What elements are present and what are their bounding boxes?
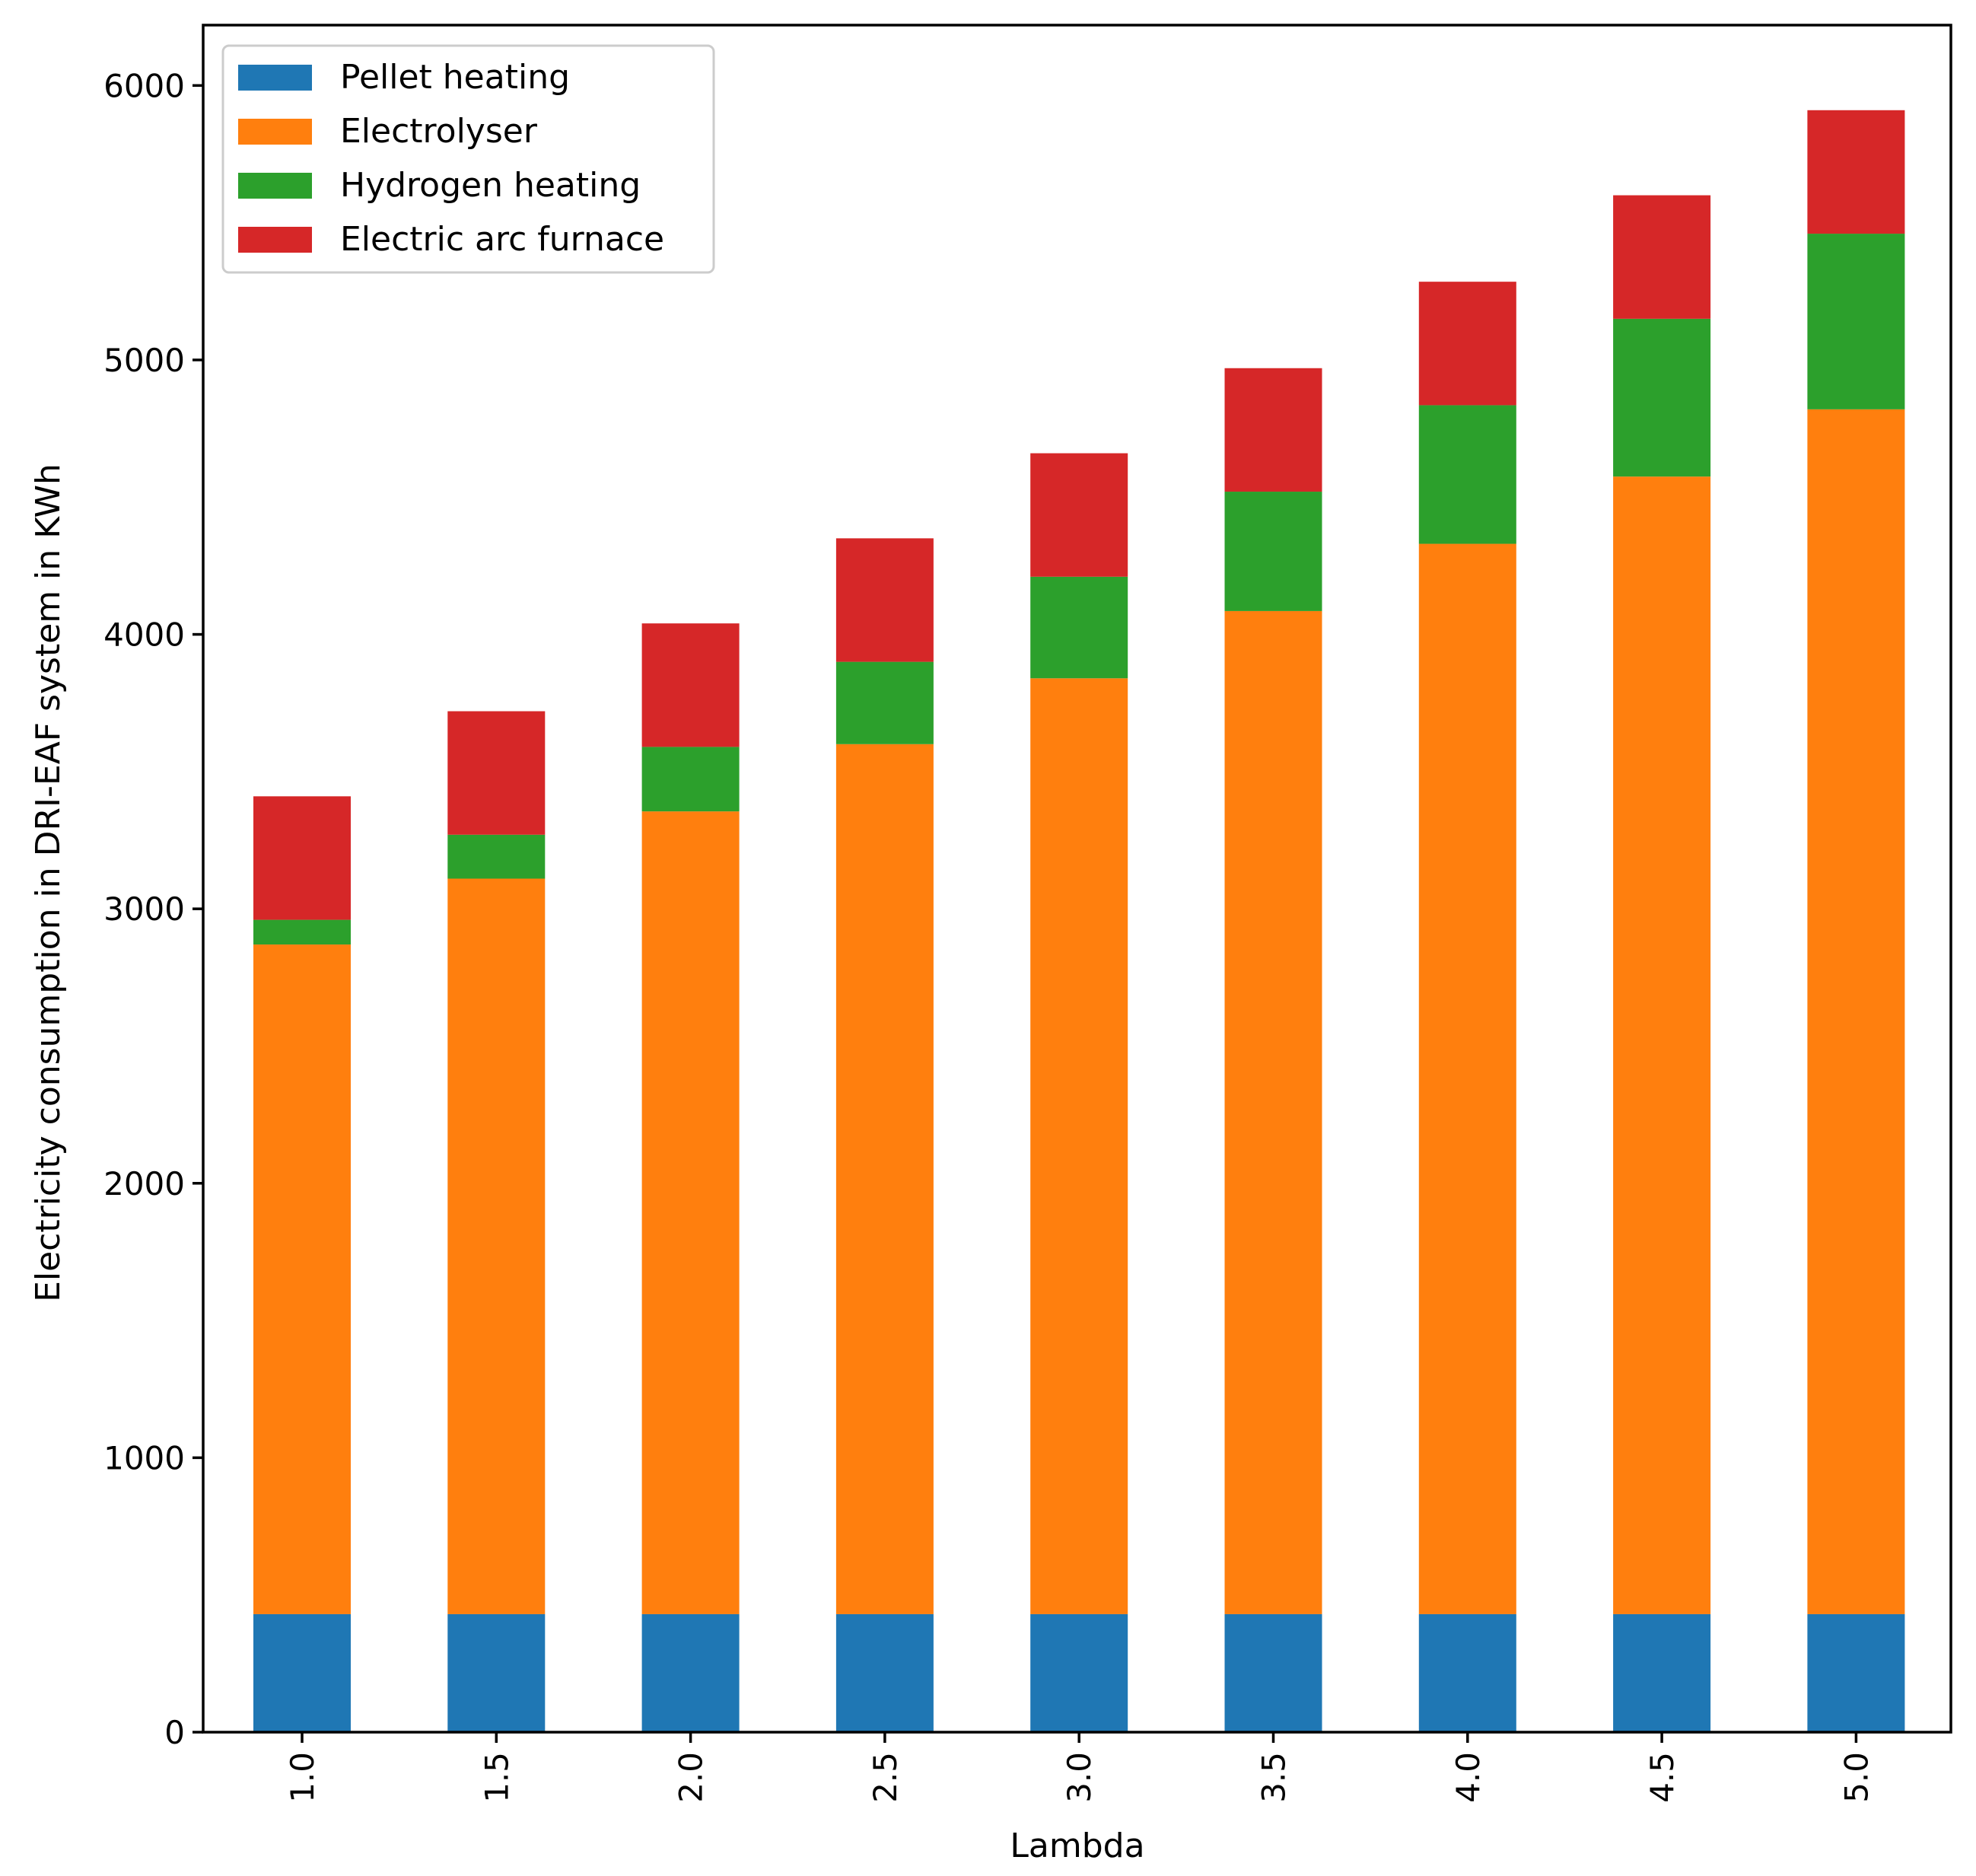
legend-swatch-electric-arc-furnace — [238, 227, 312, 253]
y-tick-label: 4000 — [103, 616, 185, 654]
bar-segment-electric-arc-furnace-2.5 — [835, 538, 934, 662]
bar-segment-hydrogen-heating-3.0 — [1030, 576, 1128, 679]
bar-segment-hydrogen-heating-1.0 — [253, 919, 351, 945]
bar-segment-pellet-heating-4.0 — [1418, 1613, 1516, 1732]
bar-segment-electric-arc-furnace-1.5 — [447, 711, 546, 835]
bar-segment-pellet-heating-3.5 — [1224, 1613, 1322, 1732]
x-tick-label: 1.0 — [284, 1752, 321, 1803]
bar-segment-electrolyser-1.5 — [447, 878, 546, 1614]
y-axis-label: Electricity consumption in DRI-EAF syste… — [29, 463, 68, 1302]
bar-segment-electric-arc-furnace-4.0 — [1418, 282, 1516, 406]
legend-swatch-hydrogen-heating — [238, 173, 312, 199]
y-tick-label: 0 — [164, 1714, 185, 1751]
bar-segment-hydrogen-heating-5.0 — [1807, 234, 1905, 409]
bar-segment-pellet-heating-4.5 — [1613, 1613, 1711, 1732]
legend-swatch-electrolyser — [238, 119, 312, 145]
x-tick-label: 4.5 — [1643, 1752, 1681, 1803]
bar-segment-electric-arc-furnace-3.5 — [1224, 368, 1322, 492]
bar-segment-hydrogen-heating-4.0 — [1418, 405, 1516, 544]
x-axis-label: Lambda — [1010, 1827, 1144, 1865]
bar-segment-electrolyser-4.0 — [1418, 543, 1516, 1614]
x-tick-label: 1.5 — [478, 1752, 515, 1803]
bar-segment-electric-arc-furnace-3.0 — [1030, 453, 1128, 577]
y-tick-label: 2000 — [103, 1165, 185, 1202]
bar-segment-hydrogen-heating-1.5 — [447, 834, 546, 879]
bar-segment-electric-arc-furnace-5.0 — [1807, 110, 1905, 234]
legend-label: Electrolyser — [340, 112, 538, 151]
x-tick-label: 3.5 — [1255, 1752, 1293, 1803]
x-tick-label: 4.0 — [1449, 1752, 1487, 1803]
legend-swatch-pellet-heating — [238, 65, 312, 91]
x-tick-label: 5.0 — [1838, 1752, 1875, 1803]
axes-frame — [202, 24, 1952, 1734]
bar-segment-electric-arc-furnace-4.5 — [1613, 195, 1711, 319]
legend: Pellet heating Electrolyser Hydrogen heati… — [221, 44, 715, 274]
bar-segment-pellet-heating-2.0 — [641, 1613, 740, 1732]
y-tick-label: 1000 — [103, 1439, 185, 1476]
x-tick-label: 3.0 — [1061, 1752, 1098, 1803]
bar-segment-electrolyser-2.5 — [835, 744, 934, 1614]
y-tick-label: 3000 — [103, 890, 185, 928]
x-tick-label: 2.5 — [867, 1752, 904, 1803]
bar-segment-pellet-heating-1.5 — [447, 1613, 546, 1732]
bar-segment-hydrogen-heating-2.5 — [835, 661, 934, 744]
bar-segment-hydrogen-heating-3.5 — [1224, 492, 1322, 611]
legend-label: Pellet heating — [340, 58, 570, 97]
bar-segment-pellet-heating-1.0 — [253, 1613, 351, 1732]
bar-segment-electric-arc-furnace-2.0 — [641, 623, 740, 747]
legend-label: Electric arc furnace — [340, 220, 664, 259]
bars-layer — [253, 110, 1905, 1732]
bar-segment-electric-arc-furnace-1.0 — [253, 796, 351, 920]
bar-segment-electrolyser-2.0 — [641, 811, 740, 1614]
bar-segment-pellet-heating-3.0 — [1030, 1613, 1128, 1732]
bar-segment-electrolyser-3.0 — [1030, 678, 1128, 1614]
y-tick-label: 6000 — [103, 67, 185, 104]
bar-segment-electrolyser-4.5 — [1613, 476, 1711, 1614]
x-tick-label: 2.0 — [673, 1752, 710, 1803]
bar-segment-hydrogen-heating-2.0 — [641, 747, 740, 812]
legend-label: Hydrogen heating — [340, 166, 641, 205]
y-axis: 0 1000 2000 3000 4000 5000 6000 — [103, 67, 203, 1751]
bar-segment-electrolyser-5.0 — [1807, 409, 1905, 1614]
x-axis: 1.0 1.5 2.0 2.5 3.0 3.5 4.0 4.5 5.0 — [284, 1732, 1875, 1803]
bar-segment-electrolyser-1.0 — [253, 944, 351, 1614]
bar-segment-hydrogen-heating-4.5 — [1613, 318, 1711, 477]
bar-segment-electrolyser-3.5 — [1224, 610, 1322, 1614]
bar-segment-pellet-heating-5.0 — [1807, 1613, 1905, 1732]
legend-frame — [221, 44, 715, 274]
y-tick-label: 5000 — [103, 342, 185, 379]
bar-segment-pellet-heating-2.5 — [835, 1613, 934, 1732]
